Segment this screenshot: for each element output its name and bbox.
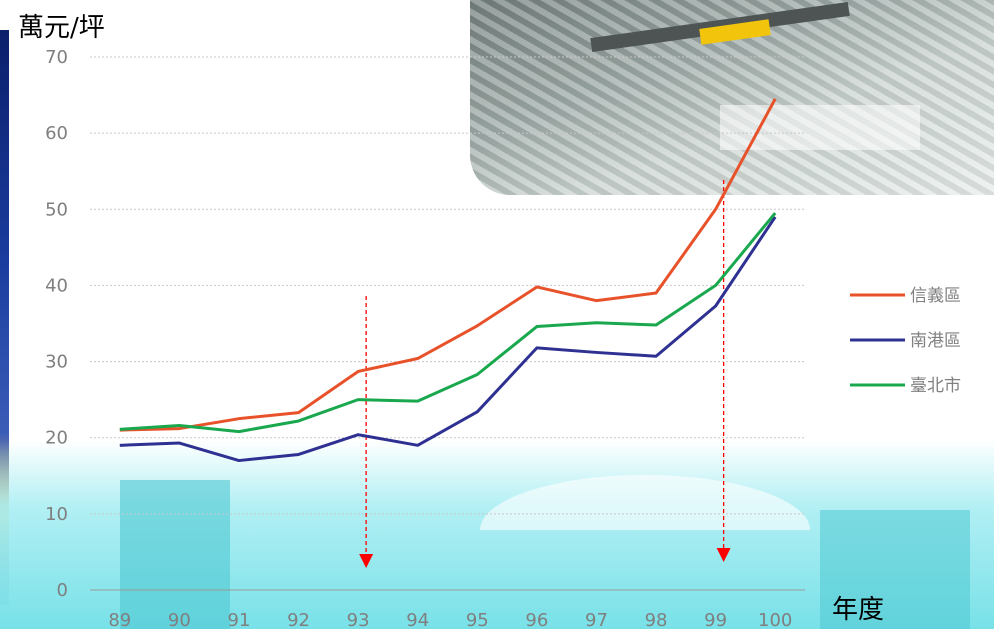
x-tick-label: 94 [406, 610, 429, 629]
x-tick-label: 97 [585, 610, 608, 629]
y-tick-label: 60 [45, 123, 68, 144]
x-axis-unit-label: 年度 [832, 595, 884, 625]
y-axis: 0 10 20 30 40 50 60 70 [45, 47, 68, 601]
x-tick-label: 91 [228, 610, 251, 629]
x-tick-label: 90 [168, 610, 191, 629]
x-tick-label: 89 [108, 610, 131, 629]
annotation-arrow-head [716, 548, 731, 562]
skyline-backdrop [0, 440, 994, 629]
y-tick-label: 20 [45, 428, 68, 449]
x-tick-label: 92 [287, 610, 310, 629]
x-tick-label: 96 [525, 610, 548, 629]
series-lines [119, 98, 777, 463]
annotation-arrow-head [359, 554, 374, 568]
grid-lines [90, 56, 805, 591]
legend-label: 南港區 [910, 331, 961, 351]
series-line-1 [119, 216, 777, 463]
y-tick-label: 10 [45, 504, 68, 525]
skyline-tower-left [120, 480, 230, 629]
aerial-photo [470, 0, 994, 195]
x-tick-label: 100 [758, 610, 792, 629]
y-tick-label: 50 [45, 199, 68, 220]
y-axis-unit-label: 萬元/坪 [18, 13, 105, 43]
legend-label: 信義區 [910, 286, 961, 306]
y-tick-label: 40 [45, 275, 68, 296]
legend-label: 臺北市 [910, 376, 961, 396]
x-tick-label: 99 [704, 610, 727, 629]
y-tick-label: 70 [45, 47, 68, 68]
series-line-2 [119, 212, 777, 434]
y-tick-label: 0 [57, 580, 68, 601]
series-line-0 [119, 98, 777, 432]
x-axis: 89 90 91 92 93 94 95 96 97 98 99 100 [108, 610, 792, 629]
left-photo-strip [0, 30, 9, 605]
annotations [359, 180, 731, 568]
y-tick-label: 30 [45, 352, 68, 373]
x-tick-label: 93 [347, 610, 370, 629]
skyline-tower-right [820, 510, 970, 629]
x-tick-label: 98 [645, 610, 668, 629]
x-tick-label: 95 [466, 610, 489, 629]
